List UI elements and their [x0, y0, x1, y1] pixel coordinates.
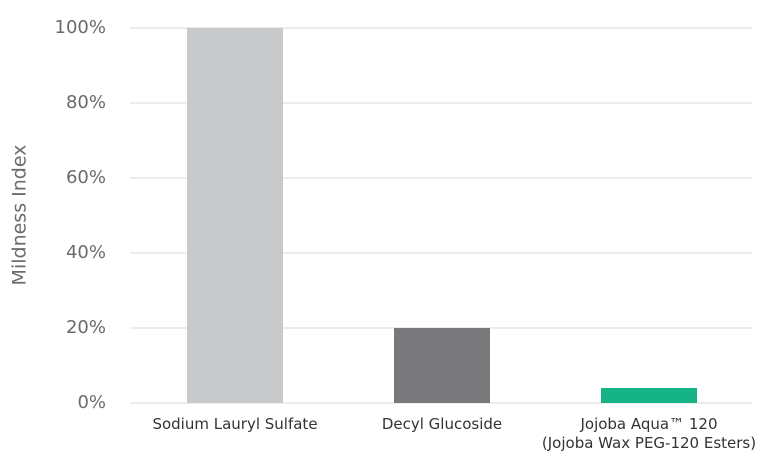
- y-tick-label: 0%: [77, 392, 106, 413]
- y-tick-label: 20%: [66, 317, 106, 338]
- bar: [394, 328, 490, 403]
- x-tick-label: Decyl Glucoside: [381, 415, 503, 433]
- x-tick-label: Jojoba Aqua™ 120 (Jojoba Wax PEG-120 Est…: [541, 415, 757, 452]
- y-tick-label: 100%: [55, 17, 106, 38]
- y-tick-label: 40%: [66, 242, 106, 263]
- y-tick-label: 80%: [66, 92, 106, 113]
- bar: [187, 28, 283, 403]
- y-tick-label: 60%: [66, 167, 106, 188]
- bar: [601, 388, 697, 403]
- x-tick-label: Sodium Lauryl Sulfate: [152, 415, 318, 433]
- y-axis-label: Mildness Index: [9, 145, 31, 286]
